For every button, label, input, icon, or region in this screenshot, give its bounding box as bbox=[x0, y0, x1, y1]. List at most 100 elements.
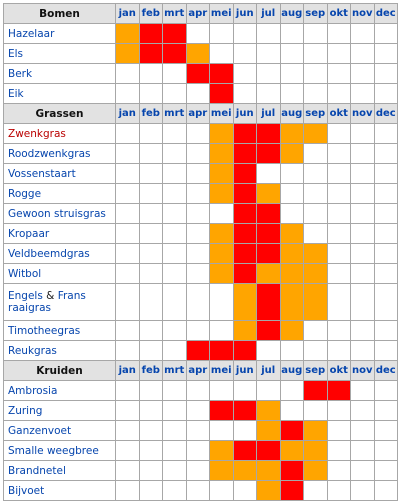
plant-name-link[interactable]: Ganzenvoet bbox=[3, 420, 116, 441]
month-header-jan[interactable]: jan bbox=[115, 3, 140, 24]
plant-row: Kropaar bbox=[3, 223, 398, 244]
pollen-cell-jan bbox=[115, 263, 140, 284]
month-header-apr[interactable]: apr bbox=[185, 103, 210, 124]
plant-name-link[interactable]: Bijvoet bbox=[3, 480, 116, 501]
pollen-cell-okt bbox=[326, 43, 351, 64]
pollen-cell-sep bbox=[303, 340, 328, 361]
month-header-dec[interactable]: dec bbox=[373, 3, 398, 24]
pollen-cell-jun bbox=[232, 263, 257, 284]
plant-name-part[interactable]: raaigras bbox=[8, 302, 51, 314]
pollen-cell-jun bbox=[232, 83, 257, 104]
plant-name-link[interactable]: Zuring bbox=[3, 400, 116, 421]
plant-name-link[interactable]: Eik bbox=[3, 83, 116, 104]
plant-name-link[interactable]: Els bbox=[3, 43, 116, 64]
month-header-jan[interactable]: jan bbox=[115, 360, 140, 381]
month-header-apr[interactable]: apr bbox=[185, 360, 210, 381]
month-header-okt[interactable]: okt bbox=[326, 360, 351, 381]
plant-name-link[interactable]: Witbol bbox=[3, 263, 116, 284]
month-header-nov[interactable]: nov bbox=[350, 360, 375, 381]
plant-name-link[interactable]: Gewoon struisgras bbox=[3, 203, 116, 224]
month-header-apr[interactable]: apr bbox=[185, 3, 210, 24]
month-header-jun[interactable]: jun bbox=[232, 3, 257, 24]
month-header-dec[interactable]: dec bbox=[373, 360, 398, 381]
plant-row: Vossenstaart bbox=[3, 163, 398, 184]
month-header-feb[interactable]: feb bbox=[138, 360, 163, 381]
pollen-cell-nov bbox=[350, 283, 375, 321]
plant-name-link[interactable]: Timotheegras bbox=[3, 320, 116, 341]
pollen-cell-mrt bbox=[162, 83, 187, 104]
pollen-cell-dec bbox=[373, 183, 398, 204]
month-header-mrt[interactable]: mrt bbox=[162, 3, 187, 24]
pollen-calendar-table: Bomen jan feb mrt apr mei jun jul aug sep okt nov de… bbox=[3, 3, 398, 501]
month-header-mei[interactable]: mei bbox=[209, 360, 234, 381]
month-header-jul[interactable]: jul bbox=[256, 3, 281, 24]
plant-row: Zwenkgras bbox=[3, 123, 398, 144]
month-header-jul[interactable]: jul bbox=[256, 360, 281, 381]
month-header-aug[interactable]: aug bbox=[279, 360, 304, 381]
pollen-cell-mei bbox=[209, 460, 234, 481]
plant-name-link[interactable]: Engels & Frans raaigras bbox=[3, 283, 116, 321]
plant-row: Reukgras bbox=[3, 340, 398, 361]
month-header-jul[interactable]: jul bbox=[256, 103, 281, 124]
month-header-jun[interactable]: jun bbox=[232, 103, 257, 124]
pollen-cell-jul bbox=[256, 460, 281, 481]
pollen-cell-okt bbox=[326, 460, 351, 481]
month-header-aug[interactable]: aug bbox=[279, 3, 304, 24]
pollen-cell-mrt bbox=[162, 283, 187, 321]
plant-name-link[interactable]: Hazelaar bbox=[3, 23, 116, 44]
pollen-cell-okt bbox=[326, 340, 351, 361]
plant-name-link[interactable]: Reukgras bbox=[3, 340, 116, 361]
month-header-mrt[interactable]: mrt bbox=[162, 360, 187, 381]
pollen-cell-sep bbox=[303, 43, 328, 64]
pollen-cell-sep bbox=[303, 183, 328, 204]
pollen-cell-nov bbox=[350, 263, 375, 284]
pollen-cell-dec bbox=[373, 263, 398, 284]
month-header-mei[interactable]: mei bbox=[209, 103, 234, 124]
pollen-cell-nov bbox=[350, 243, 375, 264]
month-header-jun[interactable]: jun bbox=[232, 360, 257, 381]
pollen-cell-mrt bbox=[162, 243, 187, 264]
pollen-cell-mei bbox=[209, 380, 234, 401]
pollen-cell-feb bbox=[138, 83, 163, 104]
plant-row: Els bbox=[3, 43, 398, 64]
plant-name-link[interactable]: Ambrosia bbox=[3, 380, 116, 401]
pollen-cell-feb bbox=[138, 440, 163, 461]
plant-name-link[interactable]: Roodzwenkgras bbox=[3, 143, 116, 164]
month-header-sep[interactable]: sep bbox=[303, 103, 328, 124]
month-header-nov[interactable]: nov bbox=[350, 103, 375, 124]
month-header-sep[interactable]: sep bbox=[303, 3, 328, 24]
plant-name-part[interactable]: Frans bbox=[57, 290, 86, 302]
month-header-jan[interactable]: jan bbox=[115, 103, 140, 124]
month-header-nov[interactable]: nov bbox=[350, 3, 375, 24]
plant-name-link[interactable]: Smalle weegbree bbox=[3, 440, 116, 461]
plant-name-link[interactable]: Rogge bbox=[3, 183, 116, 204]
month-header-feb[interactable]: feb bbox=[138, 103, 163, 124]
pollen-cell-mei bbox=[209, 43, 234, 64]
pollen-cell-jan bbox=[115, 440, 140, 461]
pollen-cell-dec bbox=[373, 123, 398, 144]
pollen-cell-aug bbox=[279, 143, 304, 164]
month-header-mei[interactable]: mei bbox=[209, 3, 234, 24]
pollen-cell-aug bbox=[279, 43, 304, 64]
month-header-dec[interactable]: dec bbox=[373, 103, 398, 124]
plant-name-link[interactable]: Berk bbox=[3, 63, 116, 84]
month-header-aug[interactable]: aug bbox=[279, 103, 304, 124]
pollen-cell-jan bbox=[115, 23, 140, 44]
plant-name-link[interactable]: Kropaar bbox=[3, 223, 116, 244]
pollen-cell-mrt bbox=[162, 420, 187, 441]
plant-name-link[interactable]: Brandnetel bbox=[3, 460, 116, 481]
month-header-okt[interactable]: okt bbox=[326, 103, 351, 124]
plant-name-link[interactable]: Vossenstaart bbox=[3, 163, 116, 184]
pollen-cell-sep bbox=[303, 380, 328, 401]
plant-name-link[interactable]: Zwenkgras bbox=[3, 123, 116, 144]
month-header-okt[interactable]: okt bbox=[326, 3, 351, 24]
plant-name-link[interactable]: Veldbeemdgras bbox=[3, 243, 116, 264]
pollen-cell-aug bbox=[279, 283, 304, 321]
month-header-mrt[interactable]: mrt bbox=[162, 103, 187, 124]
month-header-sep[interactable]: sep bbox=[303, 360, 328, 381]
pollen-cell-sep bbox=[303, 460, 328, 481]
pollen-cell-mei bbox=[209, 480, 234, 501]
plant-name-part[interactable]: Engels bbox=[8, 290, 43, 302]
month-header-feb[interactable]: feb bbox=[138, 3, 163, 24]
pollen-cell-mei bbox=[209, 420, 234, 441]
